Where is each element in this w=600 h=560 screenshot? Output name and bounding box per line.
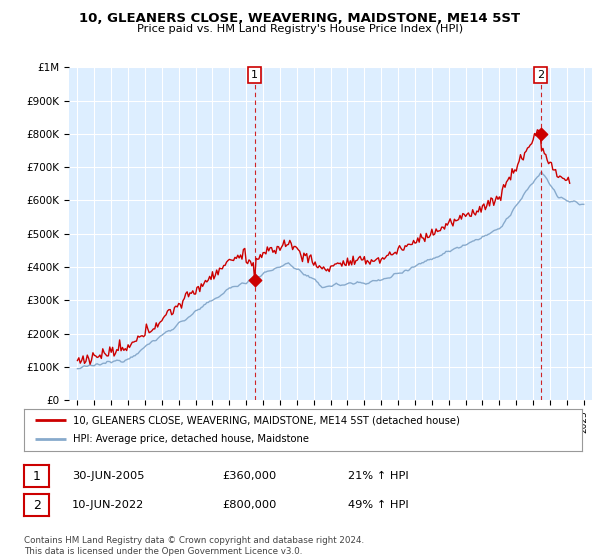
Text: Contains HM Land Registry data © Crown copyright and database right 2024.
This d: Contains HM Land Registry data © Crown c… xyxy=(24,536,364,556)
Text: Price paid vs. HM Land Registry's House Price Index (HPI): Price paid vs. HM Land Registry's House … xyxy=(137,24,463,34)
Text: 1: 1 xyxy=(251,70,258,80)
Point xyxy=(250,276,259,285)
Text: 1: 1 xyxy=(32,469,41,483)
Text: 30-JUN-2005: 30-JUN-2005 xyxy=(72,471,145,481)
Text: HPI: Average price, detached house, Maidstone: HPI: Average price, detached house, Maid… xyxy=(73,435,309,445)
Text: 10, GLEANERS CLOSE, WEAVERING, MAIDSTONE, ME14 5ST: 10, GLEANERS CLOSE, WEAVERING, MAIDSTONE… xyxy=(79,12,521,25)
Point xyxy=(536,129,545,138)
Text: £360,000: £360,000 xyxy=(222,471,276,481)
Text: 2: 2 xyxy=(537,70,544,80)
Text: 10, GLEANERS CLOSE, WEAVERING, MAIDSTONE, ME14 5ST (detached house): 10, GLEANERS CLOSE, WEAVERING, MAIDSTONE… xyxy=(73,415,460,425)
Text: 21% ↑ HPI: 21% ↑ HPI xyxy=(348,471,409,481)
Text: 10-JUN-2022: 10-JUN-2022 xyxy=(72,500,144,510)
Text: £800,000: £800,000 xyxy=(222,500,277,510)
Text: 49% ↑ HPI: 49% ↑ HPI xyxy=(348,500,409,510)
Text: 2: 2 xyxy=(32,498,41,512)
